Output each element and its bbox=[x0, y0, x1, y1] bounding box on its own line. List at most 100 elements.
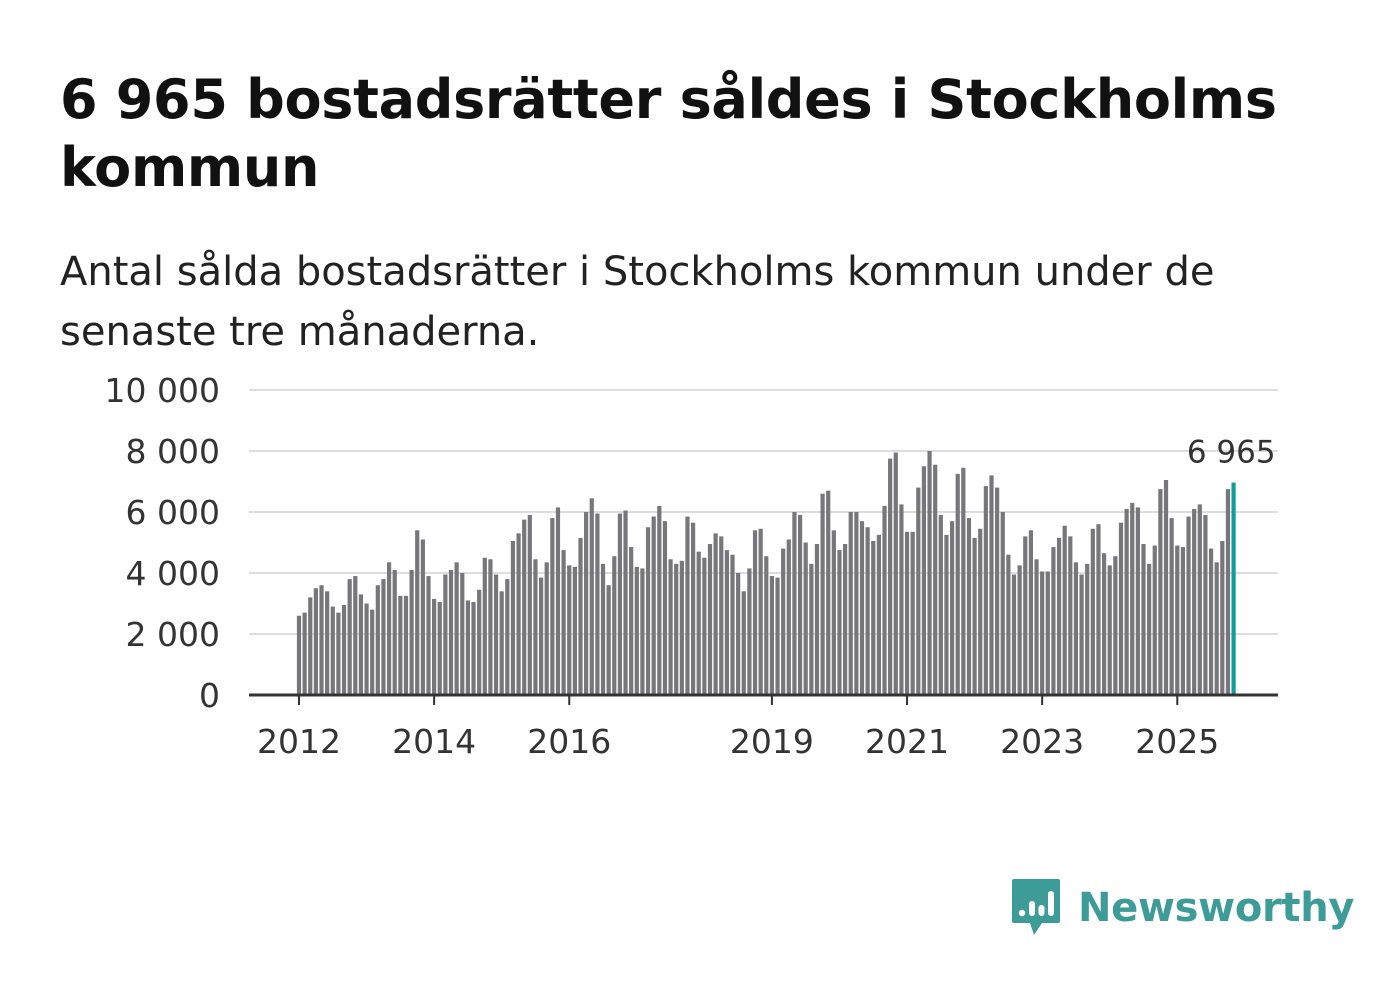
bar bbox=[786, 539, 791, 695]
bar bbox=[561, 550, 566, 695]
bar bbox=[1208, 548, 1214, 695]
gridlines bbox=[249, 389, 1278, 635]
bar bbox=[629, 547, 634, 695]
y-tick-label: 2 000 bbox=[126, 615, 220, 654]
bar bbox=[1147, 563, 1152, 695]
bar bbox=[353, 576, 358, 695]
bar bbox=[1011, 574, 1017, 695]
bar bbox=[1169, 518, 1174, 695]
bar bbox=[302, 612, 307, 695]
bar bbox=[1017, 565, 1022, 695]
bar bbox=[612, 556, 617, 695]
bar bbox=[769, 576, 775, 695]
x-tick-label: 2012 bbox=[257, 722, 341, 761]
y-axis-labels: 0 2 000 4 000 6 000 8 000 10 000 bbox=[105, 371, 220, 715]
bar bbox=[1180, 547, 1186, 695]
bar bbox=[1107, 565, 1112, 695]
bar bbox=[1197, 504, 1202, 695]
bar bbox=[392, 569, 397, 695]
x-tick-label: 2014 bbox=[392, 722, 476, 761]
bar bbox=[859, 521, 865, 695]
bar bbox=[854, 512, 859, 695]
bar bbox=[662, 521, 668, 695]
x-tick-label: 2023 bbox=[1000, 722, 1084, 761]
bar bbox=[775, 577, 780, 695]
bar bbox=[916, 487, 921, 695]
bar bbox=[882, 505, 887, 695]
bar bbox=[1034, 559, 1039, 695]
bar bbox=[448, 569, 454, 695]
bar bbox=[538, 577, 544, 695]
bar bbox=[477, 589, 482, 695]
bar bbox=[826, 490, 831, 695]
bar bbox=[336, 612, 341, 695]
bar bbox=[330, 606, 335, 695]
bar bbox=[893, 452, 898, 695]
bar bbox=[567, 565, 572, 695]
bar bbox=[1124, 508, 1129, 695]
bar bbox=[1130, 502, 1135, 695]
bar bbox=[1141, 544, 1146, 695]
bar bbox=[589, 498, 594, 695]
bar bbox=[876, 534, 881, 695]
bar bbox=[617, 513, 623, 695]
x-tick-label: 2025 bbox=[1135, 722, 1219, 761]
y-tick-label: 4 000 bbox=[126, 554, 220, 593]
bar bbox=[696, 551, 701, 695]
bar bbox=[325, 591, 330, 695]
bar bbox=[606, 585, 611, 695]
bar bbox=[657, 505, 662, 695]
bar bbox=[707, 544, 713, 695]
bar bbox=[955, 473, 960, 695]
bar bbox=[719, 536, 724, 695]
x-tick-label: 2016 bbox=[527, 722, 611, 761]
bar bbox=[341, 605, 347, 695]
bar bbox=[1158, 489, 1163, 695]
bar bbox=[972, 537, 977, 695]
bar bbox=[651, 516, 656, 695]
bar bbox=[702, 557, 707, 695]
bar bbox=[375, 585, 380, 695]
bar bbox=[623, 510, 628, 695]
bar bbox=[1096, 524, 1101, 695]
bar bbox=[1203, 515, 1208, 695]
bar bbox=[640, 568, 645, 695]
bar bbox=[432, 598, 437, 695]
bar bbox=[555, 507, 561, 695]
bar bbox=[1073, 562, 1079, 695]
bar bbox=[674, 563, 679, 695]
bar bbox=[685, 516, 690, 695]
bar bbox=[1000, 512, 1005, 695]
bar bbox=[420, 539, 425, 695]
newsworthy-logo-icon bbox=[1012, 879, 1060, 935]
bar bbox=[713, 533, 718, 695]
bar bbox=[426, 576, 431, 695]
bar bbox=[736, 573, 741, 695]
bar bbox=[296, 615, 302, 695]
bar bbox=[381, 579, 386, 695]
bar bbox=[516, 533, 521, 695]
bar bbox=[966, 518, 972, 695]
bar bbox=[691, 522, 696, 695]
bar bbox=[1068, 536, 1073, 695]
bar bbox=[831, 530, 836, 695]
bar bbox=[364, 603, 369, 695]
bar bbox=[904, 531, 910, 695]
bar bbox=[1186, 516, 1191, 695]
bar bbox=[347, 579, 352, 695]
x-tick-label: 2019 bbox=[730, 722, 814, 761]
bar bbox=[668, 559, 673, 695]
bar bbox=[730, 554, 735, 695]
bar bbox=[803, 542, 808, 695]
bar bbox=[437, 601, 442, 695]
bar bbox=[899, 504, 904, 695]
bar bbox=[499, 591, 504, 695]
bar bbox=[493, 574, 499, 695]
bar bbox=[415, 530, 420, 695]
bar bbox=[843, 544, 848, 695]
bar bbox=[465, 600, 470, 695]
bar bbox=[1090, 528, 1095, 695]
bar bbox=[1135, 507, 1140, 695]
bar bbox=[820, 493, 825, 695]
bar bbox=[454, 562, 459, 695]
